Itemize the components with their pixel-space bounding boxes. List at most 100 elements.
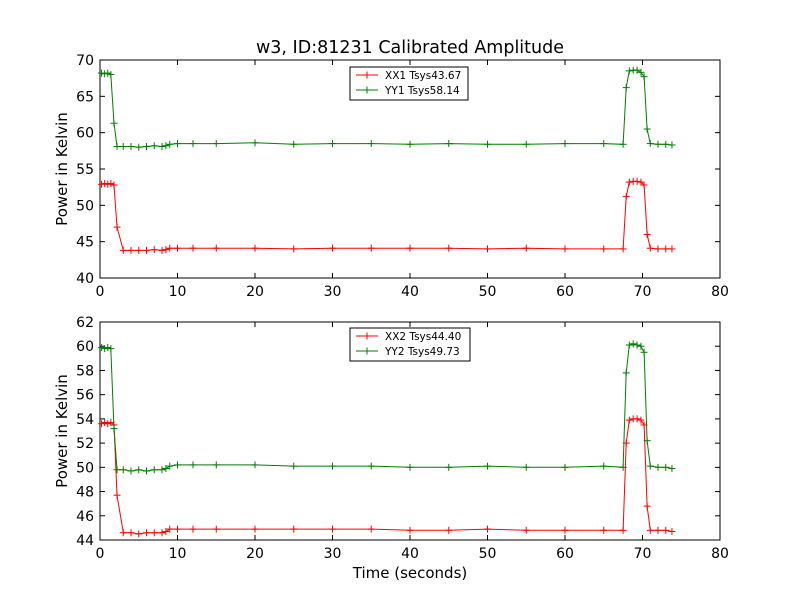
x-axis-label: Time (seconds) <box>352 564 468 582</box>
y-tick-label: 65 <box>76 89 94 105</box>
data-point <box>150 529 158 537</box>
data-point <box>143 142 150 150</box>
data-point <box>119 246 127 254</box>
data-point <box>189 244 197 252</box>
data-point <box>668 528 676 536</box>
data-point <box>290 140 298 148</box>
legend-label: YY1 Tsys58.14 <box>384 85 460 97</box>
data-point <box>600 245 608 253</box>
data-point <box>212 525 220 533</box>
x-tick-label: 70 <box>634 546 652 562</box>
data-point <box>110 119 118 127</box>
data-point <box>445 463 453 471</box>
chart-title: w3, ID:81231 Calibrated Amplitude <box>256 38 564 58</box>
data-point <box>646 244 654 252</box>
x-tick-label: 60 <box>556 284 574 300</box>
data-point <box>522 463 530 471</box>
data-point <box>406 244 414 252</box>
data-point <box>637 342 645 350</box>
series-xx1 <box>98 177 676 254</box>
data-point <box>135 246 143 254</box>
data-point <box>98 69 106 77</box>
data-point <box>143 529 150 537</box>
data-point <box>668 245 676 253</box>
y-tick-label: 62 <box>76 315 94 331</box>
legend-label: YY2 Tsys49.73 <box>384 346 460 358</box>
data-point <box>107 71 115 79</box>
data-point <box>158 246 166 254</box>
data-point <box>445 140 453 148</box>
data-point <box>189 140 197 148</box>
y-tick-label: 54 <box>76 412 94 428</box>
data-point <box>212 140 220 148</box>
data-point <box>637 68 645 76</box>
data-point <box>104 69 112 77</box>
data-point <box>406 140 414 148</box>
x-tick-label: 0 <box>96 546 105 562</box>
data-point <box>643 437 651 445</box>
data-point <box>104 343 112 351</box>
data-point <box>113 223 121 231</box>
data-point <box>135 143 143 151</box>
subplots: 0 10 20 30 40 50 60 70 80 40 45 50 55 60 65 70 Power in … <box>53 53 729 562</box>
data-point <box>329 140 336 148</box>
data-point <box>98 343 106 351</box>
data-point <box>643 125 651 133</box>
y-tick-label: 44 <box>76 533 94 549</box>
data-point <box>619 245 627 253</box>
x-tick-label: 40 <box>401 546 419 562</box>
data-point <box>367 140 375 148</box>
x-tick-label: 20 <box>246 546 264 562</box>
data-point <box>110 425 118 433</box>
data-point <box>98 180 106 188</box>
data-point <box>189 461 197 469</box>
data-point <box>174 140 181 148</box>
y-tick-label: 70 <box>76 53 94 69</box>
data-point <box>643 230 651 238</box>
data-point <box>158 466 166 474</box>
data-point <box>561 526 569 534</box>
data-point <box>445 244 453 252</box>
data-point <box>329 462 336 470</box>
data-point <box>367 462 375 470</box>
data-point <box>600 140 608 148</box>
data-point <box>251 461 259 469</box>
data-point <box>619 140 627 148</box>
y-tick-label: 46 <box>76 509 94 525</box>
data-point <box>625 67 633 75</box>
data-point <box>150 142 158 150</box>
data-point <box>629 340 637 348</box>
data-point <box>212 461 220 469</box>
data-point <box>406 463 414 471</box>
x-tick-label: 40 <box>401 284 419 300</box>
data-point <box>101 345 109 353</box>
data-point <box>290 245 298 253</box>
x-tick-label: 10 <box>169 546 187 562</box>
data-point <box>561 463 569 471</box>
x-tick-label: 50 <box>479 284 497 300</box>
data-point <box>166 140 174 148</box>
data-point <box>98 420 106 428</box>
data-point <box>329 525 336 533</box>
y-tick-label: 50 <box>76 460 94 476</box>
data-point <box>646 140 654 148</box>
series-xx2 <box>98 415 676 538</box>
data-point <box>189 525 197 533</box>
y-tick-label: 50 <box>76 198 94 214</box>
legend-label: XX1 Tsys43.67 <box>385 70 461 82</box>
x-tick-label: 80 <box>711 284 729 300</box>
x-tick-label: 50 <box>479 546 497 562</box>
data-point <box>640 73 648 81</box>
legend: XX2 Tsys44.40 YY2 Tsys49.73 <box>349 327 471 362</box>
data-point <box>522 526 530 534</box>
data-point <box>127 142 135 150</box>
data-point <box>113 466 121 474</box>
data-point <box>654 526 662 534</box>
data-point <box>162 465 170 473</box>
data-point <box>406 526 414 534</box>
data-point <box>633 415 641 423</box>
data-point <box>107 345 115 353</box>
y-tick-label: 45 <box>76 235 94 251</box>
data-point <box>367 525 375 533</box>
